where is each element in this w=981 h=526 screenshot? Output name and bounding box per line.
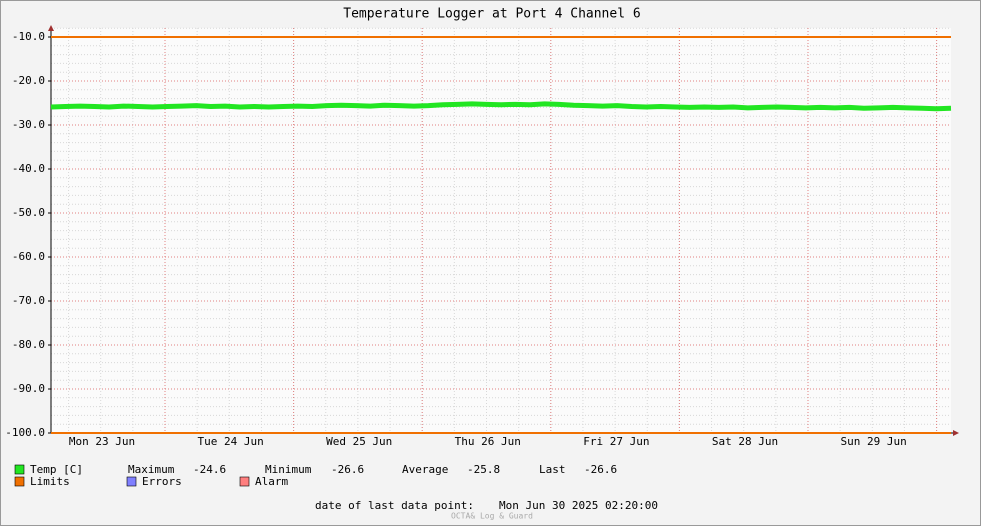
watermark: OCTA& Log & Guard: [451, 512, 533, 521]
legend-label: Errors: [142, 475, 182, 488]
y-tick-label: -20.0: [12, 74, 45, 87]
stat-value: -24.6: [193, 463, 226, 476]
x-tick-label: Sun 29 Jun: [840, 435, 906, 448]
legend-swatch: [14, 464, 25, 475]
stat-value: -26.6: [331, 463, 364, 476]
x-tick-label: Tue 24 Jun: [197, 435, 263, 448]
stat-value: -26.6: [584, 463, 617, 476]
legend-label: Temp [C]: [30, 463, 83, 476]
y-tick-label: -10.0: [12, 30, 45, 43]
marks: [50, 36, 952, 434]
x-tick-label: Thu 26 Jun: [455, 435, 521, 448]
stat-label: Last: [539, 463, 566, 476]
y-tick-label: -100.0: [5, 426, 45, 439]
y-tick-label: -50.0: [12, 206, 45, 219]
footer-value: Mon Jun 30 2025 02:20:00: [499, 499, 658, 512]
y-tick-label: -60.0: [12, 250, 45, 263]
x-tick-label: Wed 25 Jun: [326, 435, 392, 448]
legend-swatch: [126, 476, 137, 487]
labels: -10.0 -20.0 -30.0 -40.0 -50.0 -60.0 -70.0 -80.0…: [5, 30, 906, 521]
y-tick-label: -30.0: [12, 118, 45, 131]
y-tick-label: -90.0: [12, 382, 45, 395]
x-tick-label: Sat 28 Jun: [712, 435, 778, 448]
legend-swatch: [239, 476, 250, 487]
stat-label: Average: [402, 463, 448, 476]
x-axis-arrow: [953, 430, 959, 436]
stat-value: -25.8: [467, 463, 500, 476]
y-tick-label: -80.0: [12, 338, 45, 351]
legend-swatch: [14, 476, 25, 487]
x-tick-label: Fri 27 Jun: [583, 435, 649, 448]
legend-label: Alarm: [255, 475, 288, 488]
stat-label: Minimum: [265, 463, 312, 476]
legend-label: Limits: [30, 475, 70, 488]
stat-label: Maximum: [128, 463, 175, 476]
y-axis-arrow: [48, 25, 54, 31]
y-tick-label: -70.0: [12, 294, 45, 307]
y-tick-label: -40.0: [12, 162, 45, 175]
footer-label: date of last data point:: [315, 499, 474, 512]
series-line: [50, 101, 952, 112]
grid: [48, 25, 959, 436]
chart-title: Temperature Logger at Port 4 Channel 6: [343, 7, 640, 22]
x-tick-label: Mon 23 Jun: [69, 435, 135, 448]
